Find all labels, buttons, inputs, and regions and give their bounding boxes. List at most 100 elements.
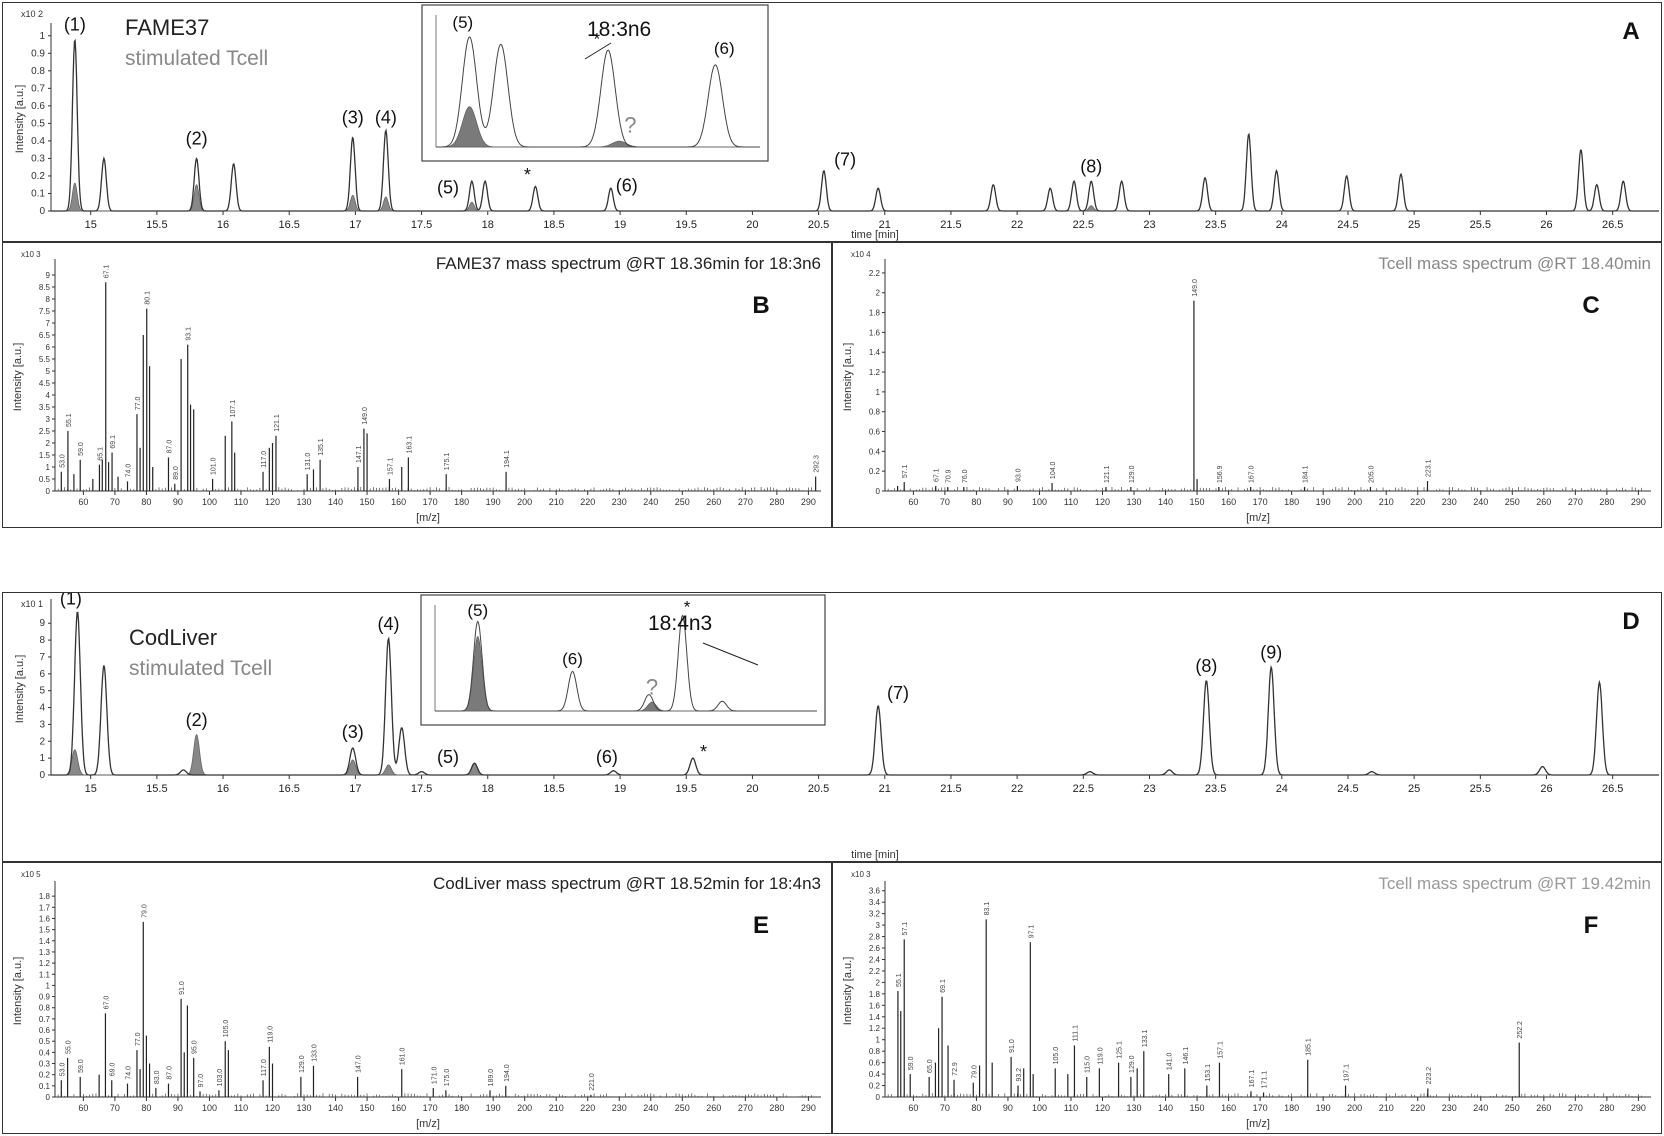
x-tick-label: 19 bbox=[614, 219, 626, 231]
x-tick-label: 220 bbox=[580, 1103, 595, 1113]
y-tick-label: 5 bbox=[46, 367, 51, 376]
mz-peak-label: 79.0 bbox=[971, 1065, 978, 1079]
mz-peak-label: 171.0 bbox=[431, 1066, 438, 1084]
x-tick-label: 180 bbox=[454, 1103, 469, 1113]
x-tick-label: 80 bbox=[971, 497, 981, 507]
mz-peak-label: 105.0 bbox=[223, 1020, 230, 1038]
x-tick-label: 15 bbox=[85, 783, 97, 795]
mz-peak-label: 175.0 bbox=[444, 1069, 451, 1087]
mz-peak-label: 167.0 bbox=[1249, 465, 1256, 483]
x-tick-label: 20 bbox=[746, 783, 758, 795]
spectrum-svg-F: 0 0.2 0.4 0.6 0.8 1 1.2 1.4 1.6 1.8 2 2.2 2.4 2.6 2.8 3… bbox=[842, 870, 1651, 1130]
mz-peak-label: 223.2 bbox=[1426, 1067, 1433, 1085]
x-tick-label: 24.5 bbox=[1337, 219, 1358, 231]
y-tick-label: 3 bbox=[39, 719, 45, 730]
mz-peak-label: 91.0 bbox=[1009, 1039, 1016, 1053]
mz-peak-label: 95.0 bbox=[192, 1040, 199, 1054]
x-tick-label: 25.5 bbox=[1470, 783, 1491, 795]
y-tick-label: 0.7 bbox=[31, 83, 45, 94]
mz-peak-label: 129.0 bbox=[1129, 465, 1136, 483]
x-tick-label: 160 bbox=[1221, 497, 1236, 507]
y-tick-label: 6 bbox=[39, 669, 45, 680]
spectrum-title: CodLiver mass spectrum @RT 18.52min for … bbox=[433, 874, 821, 893]
x-tick-label: 180 bbox=[454, 497, 469, 507]
y-tick-label: 0.8 bbox=[869, 408, 881, 417]
y-tick-label: 0 bbox=[39, 770, 45, 781]
x-tick-label: 100 bbox=[202, 1103, 217, 1113]
mz-peak-label: 74.0 bbox=[126, 464, 133, 478]
y-tick-label: 0.8 bbox=[31, 66, 45, 77]
y-tick-label: 0.6 bbox=[31, 101, 45, 112]
y-multiplier-label: x10 3 bbox=[21, 250, 41, 259]
y-tick-label: 9 bbox=[39, 618, 45, 629]
x-tick-label: 250 bbox=[1505, 497, 1520, 507]
panel-letter: F bbox=[1584, 912, 1599, 939]
x-tick-label: 150 bbox=[360, 497, 375, 507]
peak-label: (5) bbox=[437, 747, 459, 767]
y-tick-label: 0.3 bbox=[31, 153, 45, 164]
x-tick-label: 16 bbox=[217, 783, 229, 795]
sample-trace bbox=[51, 38, 1659, 212]
mz-peak-label: 97.0 bbox=[198, 1074, 205, 1088]
mz-peak-label: 55.0 bbox=[66, 1040, 73, 1054]
x-tick-label: 210 bbox=[1379, 497, 1394, 507]
mz-peak-label: 77.0 bbox=[135, 396, 142, 410]
x-tick-label: 60 bbox=[78, 1103, 88, 1113]
y-tick-label: 3 bbox=[46, 415, 51, 424]
panel-a-fame37-chromatogram: 0 0.1 0.2 0.3 0.4 0.5 0.6 0.7 0.8 0.9 1 15 15.5 16 16.… bbox=[2, 2, 1662, 242]
y-tick-label: 0.9 bbox=[31, 48, 45, 59]
inset-tcell-trace bbox=[436, 106, 760, 148]
y-tick-label: 2.8 bbox=[869, 933, 881, 942]
spectrum-title: Tcell mass spectrum @RT 18.40min bbox=[1378, 254, 1651, 273]
y-tick-label: 2.2 bbox=[869, 967, 881, 976]
x-tick-label: 26.5 bbox=[1602, 219, 1623, 231]
x-tick-label: 70 bbox=[940, 497, 950, 507]
x-tick-label: 22.5 bbox=[1073, 219, 1094, 231]
x-tick-label: 170 bbox=[1253, 1103, 1268, 1113]
y-multiplier-label: x10 5 bbox=[21, 870, 41, 879]
overlay-label: stimulated Tcell bbox=[129, 657, 272, 680]
x-tick-label: 210 bbox=[549, 1103, 564, 1113]
x-tick-label: 180 bbox=[1284, 1103, 1299, 1113]
y-tick-label: 0.4 bbox=[31, 136, 45, 147]
x-tick-label: 120 bbox=[265, 1103, 280, 1113]
y-tick-label: 2.5 bbox=[39, 427, 51, 436]
inset-compound-label: 18:4n3 bbox=[648, 612, 712, 635]
inset-peak-label: * bbox=[684, 597, 691, 616]
x-tick-label: 20 bbox=[746, 219, 758, 231]
sample-label: CodLiver bbox=[129, 625, 217, 650]
y-tick-label: 3.6 bbox=[869, 887, 881, 896]
x-tick-label: 24 bbox=[1276, 783, 1288, 795]
x-tick-label: 17.5 bbox=[411, 783, 432, 795]
x-tick-label: 200 bbox=[517, 497, 532, 507]
x-tick-label: 20.5 bbox=[808, 219, 829, 231]
x-tick-label: 100 bbox=[202, 497, 217, 507]
y-tick-label: 1 bbox=[39, 31, 45, 42]
mz-peak-label: 205.0 bbox=[1368, 465, 1375, 483]
x-tick-label: 220 bbox=[1410, 497, 1425, 507]
y-tick-label: 0.7 bbox=[39, 1015, 51, 1024]
x-tick-label: 260 bbox=[706, 497, 721, 507]
x-tick-label: 70 bbox=[110, 1103, 120, 1113]
inset-callout-line bbox=[584, 42, 612, 60]
y-tick-label: 6 bbox=[46, 343, 51, 352]
mz-peak-label: 223.1 bbox=[1426, 459, 1433, 477]
y-tick-label: 3.5 bbox=[39, 403, 51, 412]
y-multiplier-label: x10 4 bbox=[851, 250, 871, 259]
y-tick-label: 1.4 bbox=[39, 937, 51, 946]
mz-peak-label: 74.0 bbox=[126, 1066, 133, 1080]
y-axis-label: Intensity [a.u.] bbox=[14, 655, 26, 723]
x-tick-label: 15 bbox=[85, 219, 97, 231]
question-mark-label: ? bbox=[646, 675, 658, 700]
peak-label: (3) bbox=[342, 107, 364, 127]
x-tick-label: 60 bbox=[908, 497, 918, 507]
sample-label: FAME37 bbox=[125, 15, 209, 40]
x-tick-label: 290 bbox=[801, 497, 816, 507]
y-tick-label: 8 bbox=[46, 295, 51, 304]
mz-peak-label: 167.1 bbox=[1249, 1070, 1256, 1088]
x-tick-label: 25 bbox=[1408, 783, 1420, 795]
mz-peak-label: 69.0 bbox=[110, 1063, 117, 1077]
tcell-trace bbox=[51, 182, 1659, 212]
x-tick-label: 20.5 bbox=[808, 783, 829, 795]
